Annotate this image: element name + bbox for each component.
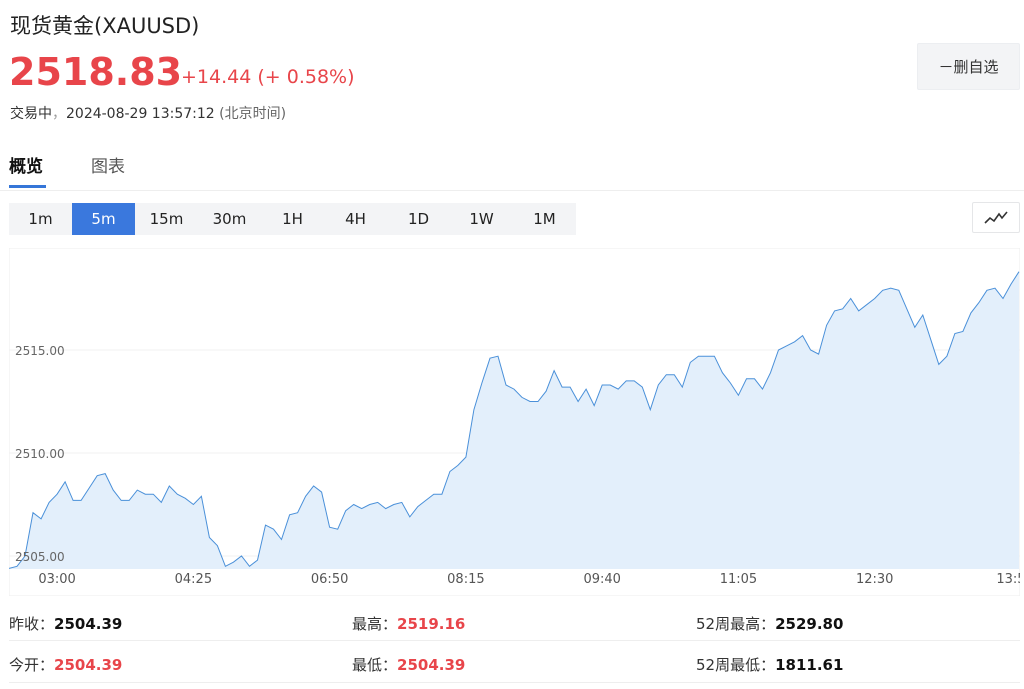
trading-status: 交易中，2024-08-29 13:57:12 (北京时间) [10, 103, 286, 123]
price-area [9, 271, 1019, 569]
period-selector: 1m 5m 15m 30m 1H 4H 1D 1W 1M [9, 203, 576, 235]
status-separator: ， [52, 106, 66, 122]
status-text: 交易中 [10, 106, 52, 122]
x-tick-label: 11:05 [720, 572, 757, 587]
period-1d[interactable]: 1D [407, 210, 430, 228]
period-1h[interactable]: 1H [282, 210, 303, 228]
stat-label: 今开： [9, 656, 55, 674]
stat-label: 52周最低： [696, 656, 776, 674]
tab-overview[interactable]: 概览 [9, 157, 43, 177]
x-tick-label: 13:5 [996, 572, 1020, 587]
stat-value: 2504.39 [54, 615, 123, 633]
stats-divider [9, 682, 1020, 683]
stat-open: 今开：2504.39 [9, 654, 122, 675]
stat-label: 最高： [352, 615, 398, 633]
period-5m[interactable]: 5m [72, 203, 135, 235]
tab-chart[interactable]: 图表 [91, 157, 125, 177]
stat-value: 1811.61 [775, 656, 844, 674]
stat-label: 最低： [352, 656, 398, 674]
timezone-label: (北京时间) [219, 106, 287, 122]
period-1w[interactable]: 1W [469, 210, 494, 228]
tab-bar: 概览 图表 [0, 150, 1024, 191]
stat-value: 2504.39 [397, 656, 466, 674]
x-tick-label: 06:50 [311, 572, 348, 587]
period-4h[interactable]: 4H [345, 210, 366, 228]
stats-row-1: 昨收：2504.39 最高：2519.16 52周最高：2529.80 [0, 600, 1024, 640]
stat-label: 昨收： [9, 615, 55, 633]
x-tick-label: 12:30 [856, 572, 893, 587]
stat-value: 2519.16 [397, 615, 466, 633]
stat-prev-close: 昨收：2504.39 [9, 613, 122, 634]
x-tick-label: 03:00 [38, 572, 75, 587]
y-tick-label: 2510.00 [15, 447, 65, 461]
y-tick-label: 2505.00 [15, 550, 65, 564]
price-change: +14.44 (+ 0.58%) [181, 66, 355, 88]
stat-value: 2504.39 [54, 656, 123, 674]
stats-divider [9, 640, 1020, 641]
quote-datetime: 2024-08-29 13:57:12 [66, 106, 215, 122]
x-tick-label: 04:25 [175, 572, 212, 587]
y-tick-label: 2515.00 [15, 344, 65, 358]
instrument-name: 现货黄金 [10, 14, 94, 38]
price-line [9, 271, 1020, 569]
current-price: 2518.83 [9, 50, 183, 94]
stat-52w-high: 52周最高：2529.80 [696, 613, 843, 634]
instrument-symbol: (XAUUSD) [94, 14, 200, 38]
chart-type-button[interactable] [972, 202, 1020, 233]
period-30m[interactable]: 30m [212, 210, 247, 228]
stat-high: 最高：2519.16 [352, 613, 465, 634]
price-chart-svg: 2505.00 2510.00 2515.00 03:00 04:25 06:50 08:1… [9, 248, 1020, 596]
remove-watchlist-button[interactable]: －删自选 [917, 43, 1020, 90]
period-1mo[interactable]: 1M [533, 210, 556, 228]
stats-row-2: 今开：2504.39 最低：2504.39 52周最低：1811.61 [0, 641, 1024, 681]
stat-label: 52周最高： [696, 615, 776, 633]
price-chart: 2505.00 2510.00 2515.00 03:00 04:25 06:50 08:1… [9, 248, 1020, 596]
line-chart-icon [984, 210, 1008, 224]
period-1m[interactable]: 1m [28, 210, 53, 228]
active-tab-indicator [9, 185, 46, 188]
stat-value: 2529.80 [775, 615, 844, 633]
x-tick-label: 09:40 [583, 572, 620, 587]
period-15m[interactable]: 15m [149, 210, 184, 228]
stat-low: 最低：2504.39 [352, 654, 465, 675]
x-tick-label: 08:15 [447, 572, 484, 587]
stat-52w-low: 52周最低：1811.61 [696, 654, 843, 675]
instrument-title: 现货黄金(XAUUSD) [10, 10, 199, 40]
